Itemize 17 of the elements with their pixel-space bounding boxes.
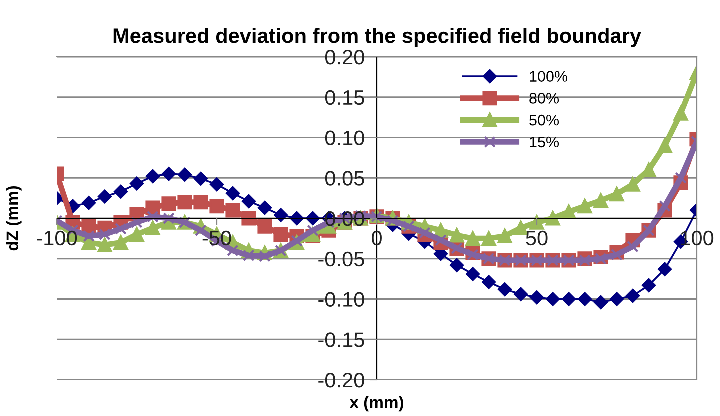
- legend-label: 100%: [530, 71, 568, 82]
- x-tick-label: 50: [526, 230, 548, 246]
- y-tick-label: 0.15: [325, 90, 364, 106]
- chart-title: Measured deviation from the specified field boundary: [114, 28, 642, 48]
- x-axis-title: x (mm): [350, 396, 404, 412]
- legend-label: 50%: [530, 114, 560, 126]
- y-tick-label: -0.10: [318, 292, 364, 308]
- legend-label: 15%: [530, 136, 560, 148]
- y-axis-title: dZ (mm): [6, 186, 22, 251]
- y-tick-label: 0.05: [325, 171, 364, 186]
- y-tick-label: 0.20: [325, 50, 364, 65]
- x-tick-label: -50: [202, 230, 232, 246]
- legend-label: 80%: [530, 93, 560, 104]
- y-tick-label: 0.10: [325, 130, 364, 146]
- y-tick-label: -0.20: [318, 373, 364, 388]
- y-tick-label: -0.05: [318, 252, 364, 267]
- y-tick-label: -0.15: [318, 332, 364, 348]
